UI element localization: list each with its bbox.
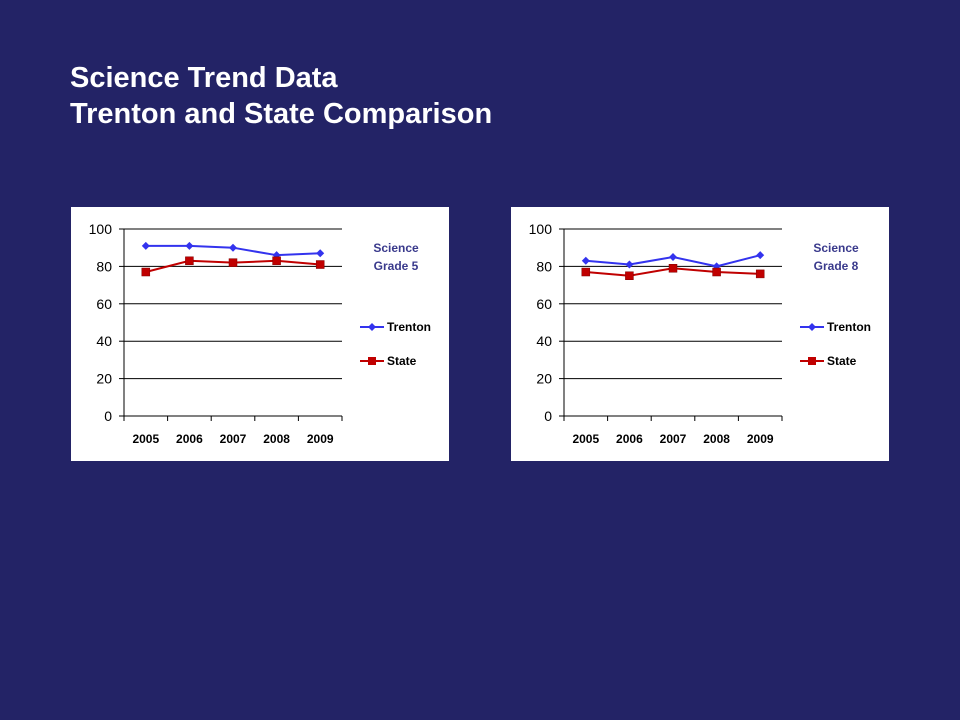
data-point-trenton (669, 253, 677, 262)
y-tick-label: 0 (104, 408, 112, 424)
legend-marker-trenton (368, 323, 376, 331)
x-tick-label: 2007 (660, 432, 687, 446)
x-tick-label: 2009 (307, 432, 334, 446)
data-point-state (228, 258, 238, 267)
legend-label-state: State (827, 354, 857, 368)
data-point-state (625, 271, 634, 280)
chart-grade-8: 0 20 40 60 80 100 2005 2006 2007 2008 2009 Trenton S… (511, 207, 889, 461)
slide-title: Science Trend Data Trenton and State Com… (70, 60, 492, 132)
y-tick-label: 100 (529, 221, 553, 237)
x-tick-label: 2006 (616, 432, 643, 446)
chart-title-line-2: Grade 5 (373, 259, 419, 273)
y-tick-label: 80 (96, 258, 112, 274)
y-tick-label: 40 (96, 333, 112, 349)
y-tick-label: 40 (536, 333, 552, 349)
chart-title-line-1: Science (373, 241, 419, 255)
chart-grade-5-plot: 0 20 40 60 80 100 2005 2006 2007 2008 2009 Trenton S… (89, 221, 431, 446)
x-tick-label: 2008 (703, 432, 730, 446)
y-tick-label: 0 (544, 408, 552, 424)
chart-title: Science Grade 8 (801, 239, 871, 275)
data-point-trenton (316, 249, 325, 258)
data-point-state (272, 256, 281, 266)
x-tick-label: 2009 (747, 432, 774, 446)
x-tick-label: 2005 (572, 432, 599, 446)
slide-title-line-1: Science Trend Data (70, 62, 338, 94)
y-tick-label: 100 (89, 221, 113, 237)
x-tick-label: 2008 (263, 432, 290, 446)
chart-title-line-1: Science (813, 241, 859, 255)
slide-title-line-2: Trenton and State Comparison (70, 98, 493, 130)
y-tick-label: 20 (536, 371, 552, 387)
legend-marker-state (808, 357, 816, 365)
legend-label-trenton: Trenton (387, 320, 431, 334)
data-point-trenton (625, 260, 634, 269)
data-point-trenton (229, 243, 237, 252)
chart-title-line-2: Grade 8 (813, 259, 859, 273)
chart-grade-8-plot: 0 20 40 60 80 100 2005 2006 2007 2008 2009 Trenton S… (529, 221, 871, 446)
data-point-trenton (756, 251, 765, 260)
chart-grade-5: 0 20 40 60 80 100 2005 2006 2007 2008 2009 Trenton S… (71, 207, 449, 461)
y-tick-label: 20 (96, 371, 112, 387)
data-point-trenton (185, 241, 194, 250)
x-tick-label: 2007 (220, 432, 247, 446)
x-tick-label: 2006 (176, 432, 203, 446)
chart-title: Science Grade 5 (361, 239, 431, 275)
data-point-state (315, 260, 325, 269)
data-point-state (755, 269, 765, 279)
legend-marker-state (368, 357, 376, 365)
legend-label-state: State (387, 354, 417, 368)
data-point-state (185, 256, 194, 266)
data-point-state (141, 267, 151, 277)
data-point-trenton (141, 241, 150, 250)
legend-marker-trenton (808, 323, 816, 331)
data-point-state (668, 264, 678, 273)
x-tick-label: 2005 (132, 432, 159, 446)
y-tick-label: 60 (536, 296, 552, 312)
data-point-state (712, 267, 721, 277)
y-tick-label: 80 (536, 258, 552, 274)
data-point-trenton (581, 256, 590, 265)
y-tick-label: 60 (96, 296, 112, 312)
legend-label-trenton: Trenton (827, 320, 871, 334)
data-point-state (581, 267, 591, 277)
